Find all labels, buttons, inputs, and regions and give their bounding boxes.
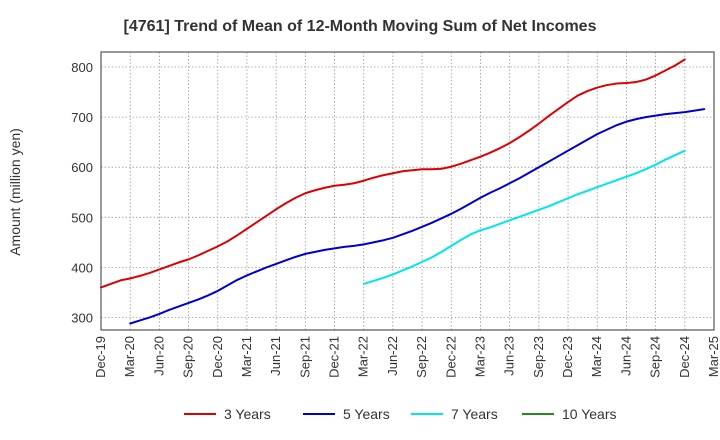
y-tick-label: 600 (71, 160, 93, 175)
legend-label: 7 Years (451, 406, 498, 422)
legend-label: 10 Years (562, 406, 617, 422)
x-tick-label: Sep-23 (531, 336, 546, 378)
x-tick-label: Jun-22 (385, 336, 400, 376)
x-tick-label: Sep-24 (648, 336, 663, 378)
y-axis-label: Amount (million yen) (7, 128, 23, 256)
y-tick-label: 800 (71, 60, 93, 75)
x-tick-label: Dec-21 (327, 336, 342, 378)
legend-label: 5 Years (343, 406, 390, 422)
x-tick-label: Mar-23 (472, 336, 487, 377)
x-tick-label: Mar-20 (122, 336, 137, 377)
x-tick-label: Dec-24 (677, 336, 692, 378)
x-tick-label: Sep-22 (414, 336, 429, 378)
x-tick-label: Sep-20 (181, 336, 196, 378)
y-tick-label: 300 (71, 310, 93, 325)
x-tick-label: Mar-22 (356, 336, 371, 377)
legend-label: 3 Years (224, 406, 271, 422)
x-tick-label: Dec-23 (560, 336, 575, 378)
x-tick-label: Sep-21 (297, 336, 312, 378)
y-tick-label: 400 (71, 260, 93, 275)
plot-area: Dec-19 Mar-20 Jun-20 Sep-20 Dec-20 Mar-21 Jun-… (71, 51, 720, 378)
x-tick-label: Jun-24 (618, 336, 633, 376)
x-tick-label: Mar-24 (589, 336, 604, 377)
legend: 3 Years 5 Years 7 Years 10 Years (184, 406, 617, 422)
plot-frame (100, 51, 715, 331)
x-tick-label: Dec-20 (210, 336, 225, 378)
y-tick-label: 700 (71, 110, 93, 125)
series-line (362, 149, 686, 285)
chart-title: [4761] Trend of Mean of 12-Month Moving … (124, 18, 597, 35)
x-tick-label: Jun-23 (502, 336, 517, 376)
y-tick-label: 500 (71, 210, 93, 225)
series-line (129, 108, 706, 325)
plot-background (101, 52, 714, 330)
x-tick-label: Dec-19 (93, 336, 108, 378)
x-tick-label: Dec-22 (443, 336, 458, 378)
x-tick-label: Mar-21 (239, 336, 254, 377)
x-tick-label: Jun-21 (268, 336, 283, 376)
series-line (100, 58, 686, 289)
x-tick-label: Mar-25 (706, 336, 720, 377)
x-tick-label: Jun-20 (151, 336, 166, 376)
